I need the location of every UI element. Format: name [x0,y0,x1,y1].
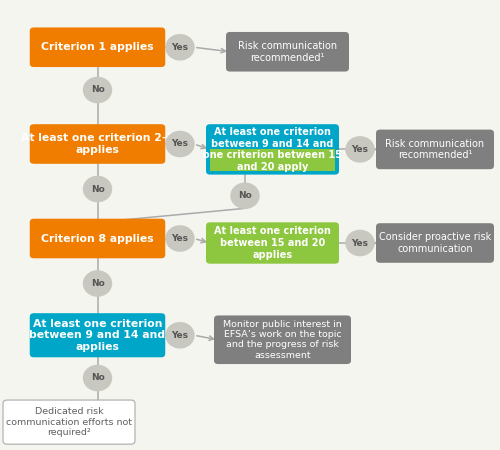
FancyBboxPatch shape [376,223,494,263]
Circle shape [84,77,112,103]
FancyBboxPatch shape [30,27,165,67]
Text: Yes: Yes [352,238,368,248]
Circle shape [84,365,112,391]
Text: Yes: Yes [352,145,368,154]
Text: Risk communication
recommended¹: Risk communication recommended¹ [386,139,484,160]
Text: Risk communication
recommended¹: Risk communication recommended¹ [238,41,337,63]
Text: No: No [90,184,104,194]
Text: At least one criterion
between 9 and 14 and
applies: At least one criterion between 9 and 14 … [30,319,166,352]
FancyBboxPatch shape [30,313,165,357]
Text: No: No [90,374,104,382]
Bar [210,149,335,171]
Circle shape [166,131,194,157]
Text: Monitor public interest in
EFSA’s work on the topic
and the progress of risk
ass: Monitor public interest in EFSA’s work o… [223,320,342,360]
Circle shape [346,230,374,256]
Text: No: No [238,191,252,200]
Text: Yes: Yes [172,331,188,340]
Circle shape [84,176,112,202]
Text: No: No [90,86,104,94]
Text: Criterion 8 applies: Criterion 8 applies [41,234,154,243]
Text: At least one criterion
between 9 and 14 and
one criterion between 15
and 20 appl: At least one criterion between 9 and 14 … [203,127,342,172]
Text: At least one criterion 2-7
applies: At least one criterion 2-7 applies [21,133,174,155]
Circle shape [346,137,374,162]
FancyBboxPatch shape [376,130,494,169]
Text: Dedicated risk
communication efforts not
required²: Dedicated risk communication efforts not… [6,407,132,437]
FancyBboxPatch shape [3,400,135,444]
Circle shape [166,323,194,348]
Text: Yes: Yes [172,140,188,148]
Text: Criterion 1 applies: Criterion 1 applies [41,42,154,52]
FancyBboxPatch shape [206,124,339,175]
FancyBboxPatch shape [30,124,165,164]
Text: Yes: Yes [172,234,188,243]
Circle shape [231,183,259,208]
Text: No: No [90,279,104,288]
Text: Yes: Yes [172,43,188,52]
Text: At least one criterion
between 15 and 20
applies: At least one criterion between 15 and 20… [214,226,331,260]
Circle shape [166,35,194,60]
Circle shape [84,271,112,296]
FancyBboxPatch shape [214,315,351,364]
FancyBboxPatch shape [30,219,165,258]
FancyBboxPatch shape [226,32,349,72]
FancyBboxPatch shape [206,222,339,264]
Text: Consider proactive risk
communication: Consider proactive risk communication [379,232,491,254]
Circle shape [166,226,194,251]
